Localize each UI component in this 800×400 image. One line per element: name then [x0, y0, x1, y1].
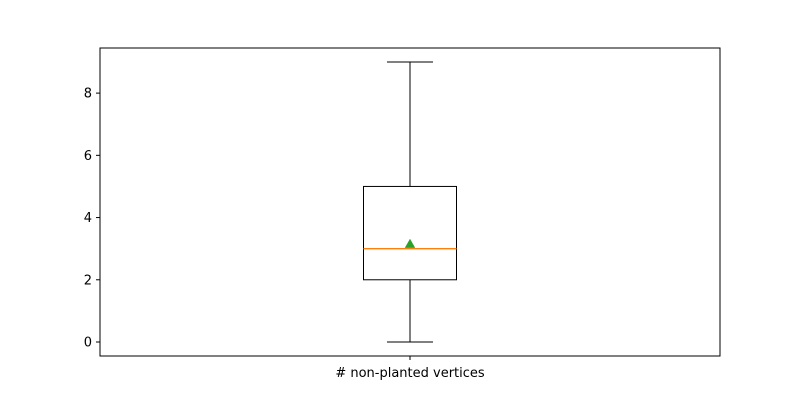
- y-tick-label: 4: [84, 211, 92, 226]
- y-tick-label: 0: [84, 336, 92, 351]
- y-tick-label: 6: [84, 149, 92, 164]
- y-tick-label: 2: [84, 273, 92, 288]
- x-category-label: # non-planted vertices: [335, 366, 485, 381]
- y-axis: 0 2 4 6 8: [84, 87, 100, 351]
- y-tick-label: 8: [84, 87, 92, 102]
- boxes-group: [363, 61, 457, 343]
- box-iqr: [363, 185, 457, 281]
- mean-marker: [404, 238, 416, 248]
- x-axis: # non-planted vertices: [335, 356, 485, 381]
